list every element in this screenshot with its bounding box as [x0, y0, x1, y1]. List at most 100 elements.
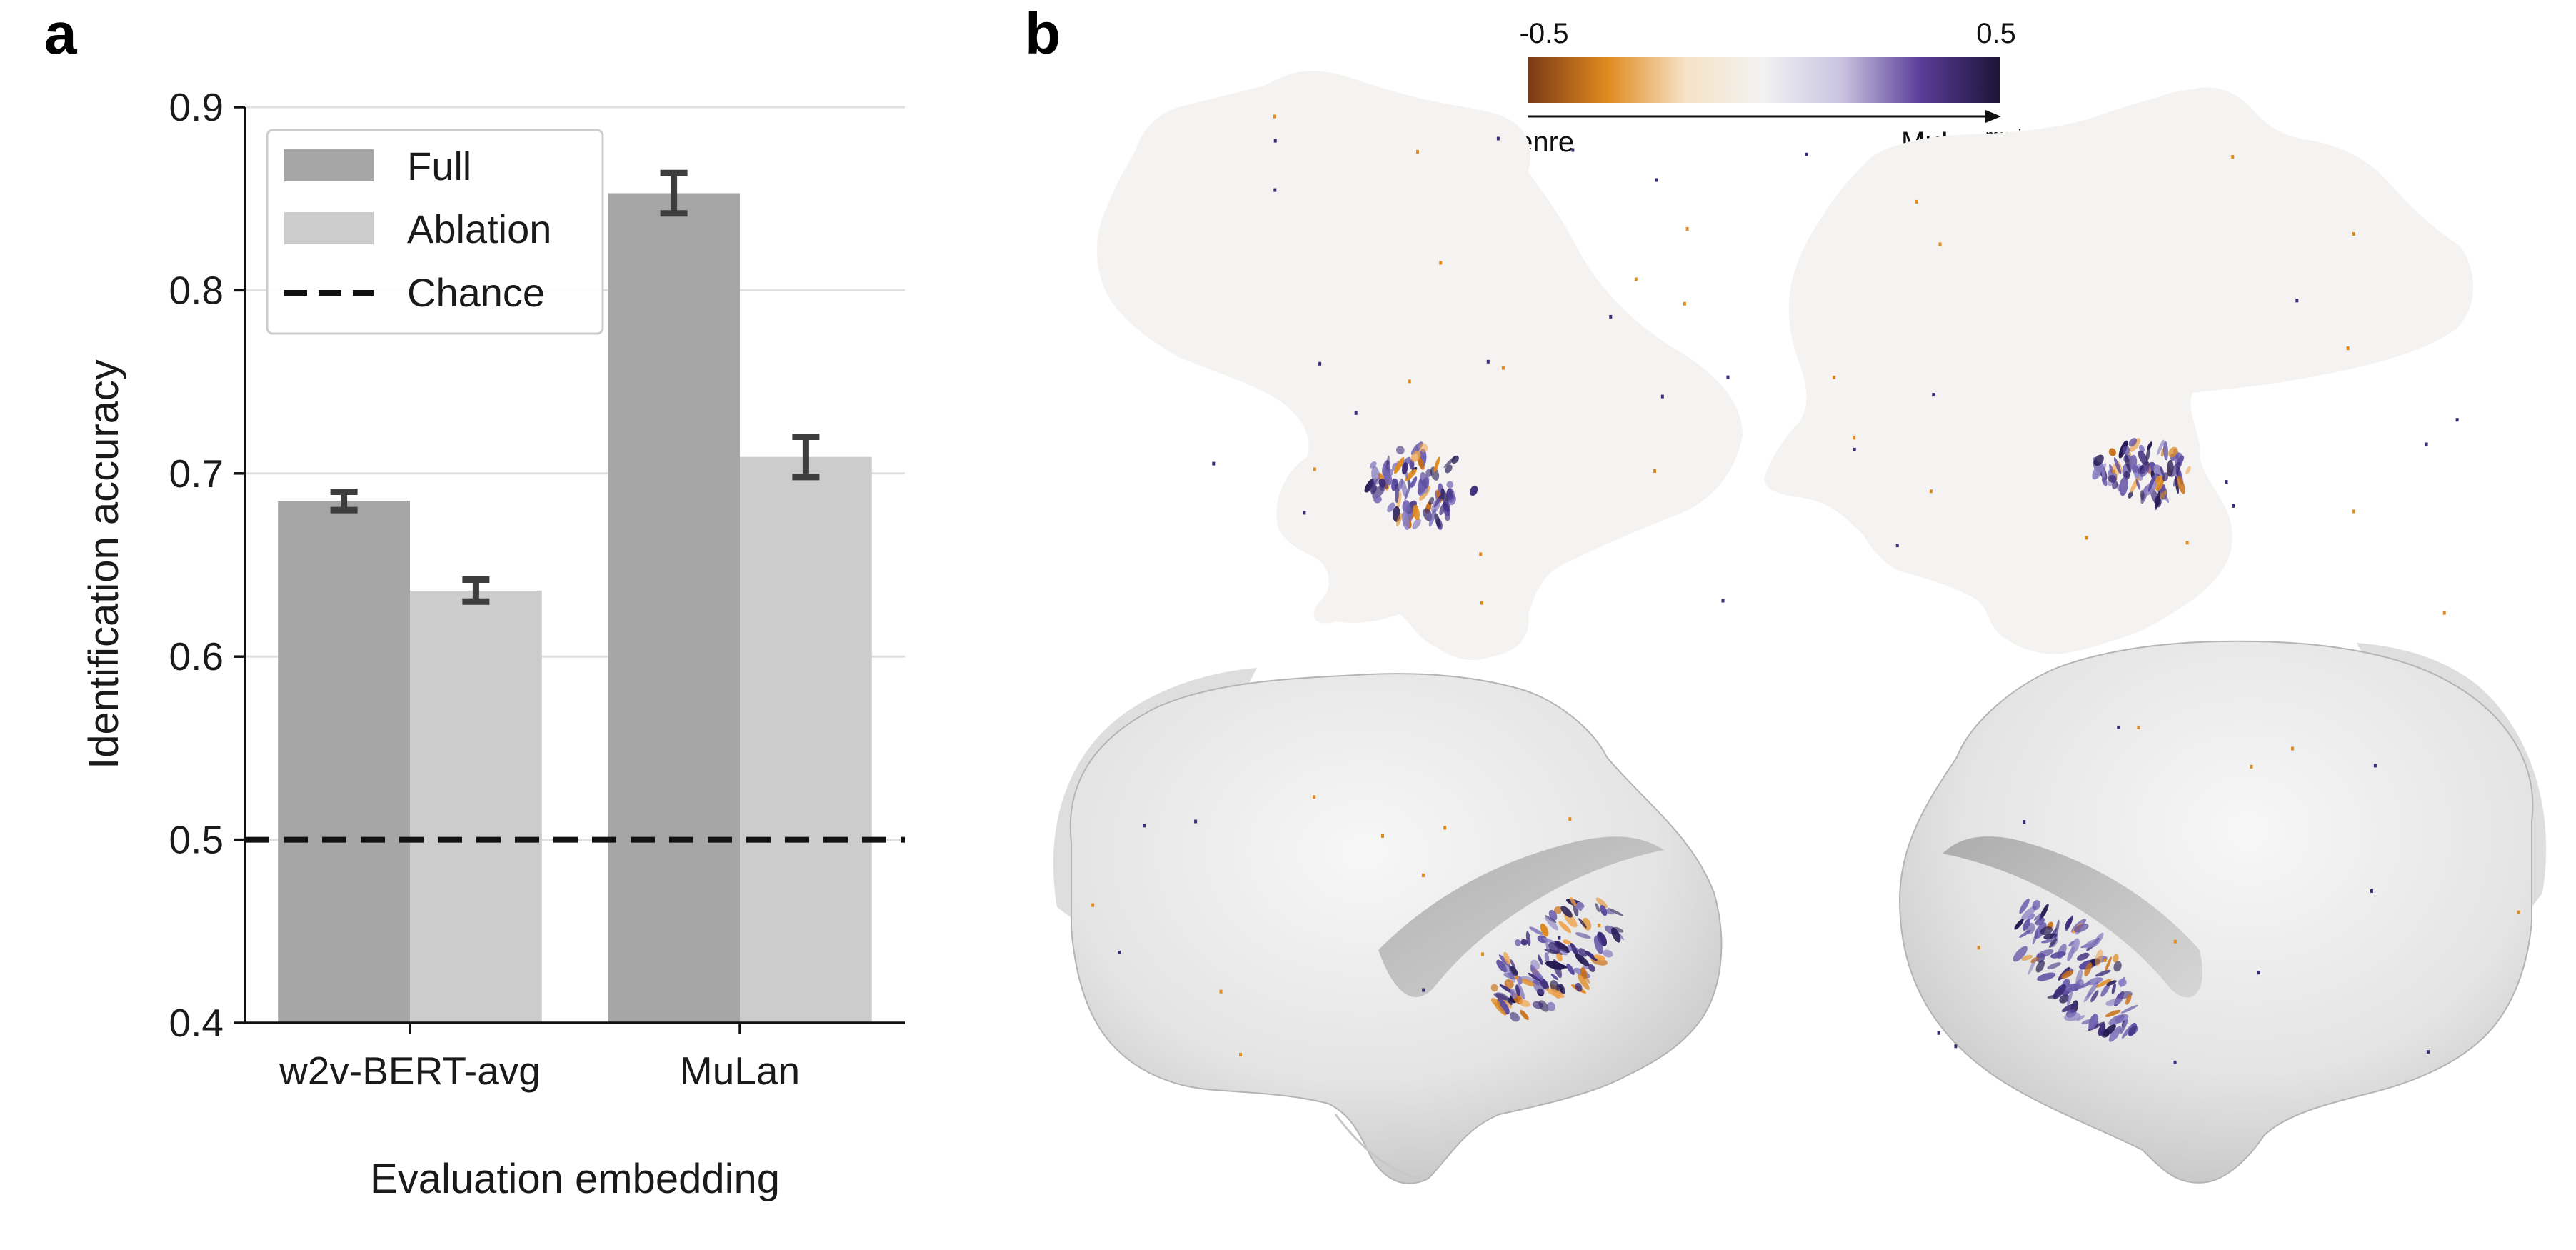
legend-swatch-ablation — [284, 212, 374, 244]
activation-spot — [2039, 904, 2049, 921]
activation-spot — [2426, 1050, 2430, 1054]
activation-spot — [1545, 961, 1565, 970]
activation-spot — [2092, 462, 2103, 480]
activation-spot — [2160, 466, 2165, 476]
activation-spot — [2140, 464, 2150, 477]
activation-spot — [2352, 232, 2355, 236]
activation-spot — [1520, 1009, 1529, 1021]
activation-spot — [2231, 155, 2235, 159]
activation-spot — [1575, 982, 1583, 992]
x-ticks: w2v-BERT-avg MuLan — [279, 1023, 800, 1093]
activation-spot — [1439, 261, 1443, 265]
right-inflated-hemisphere — [1898, 640, 2534, 1184]
activation-spot — [2128, 1026, 2138, 1036]
activation-spot — [2098, 1023, 2106, 1036]
activation-spot — [2291, 746, 2295, 751]
activation-spot — [2070, 938, 2080, 954]
activation-spot — [2090, 990, 2099, 1003]
left-temporal-pole-edge — [1334, 1114, 1422, 1180]
activation-spot — [2080, 981, 2091, 989]
activation-spot — [1853, 447, 1856, 451]
activation-spot — [2054, 919, 2060, 939]
activation-spot — [2173, 1060, 2177, 1064]
activation-spot — [2122, 1024, 2133, 1039]
activation-spot — [2145, 448, 2150, 461]
activation-spot — [1683, 301, 1686, 306]
activation-spot — [2035, 917, 2045, 926]
activation-spot — [2108, 448, 2116, 456]
activation-spot — [1560, 905, 1573, 918]
activation-spot — [1593, 954, 1606, 961]
activation-spot — [2154, 496, 2162, 508]
y-tick-label: 0.5 — [169, 818, 224, 862]
activation-spot — [2065, 917, 2073, 929]
activation-spot — [1273, 139, 1277, 143]
activation-spot — [1608, 908, 1624, 916]
bars — [278, 193, 872, 1023]
activation-spot — [1313, 795, 1316, 799]
left-inflated-hemisphere — [1069, 673, 1723, 1184]
error-bars — [330, 169, 820, 605]
activation-spot — [2119, 476, 2128, 496]
activation-spot — [2023, 820, 2026, 824]
activation-spot — [1428, 509, 1436, 527]
activation-spot — [2084, 962, 2093, 977]
activation-spot — [1685, 226, 1689, 231]
activation-spot — [2028, 957, 2037, 975]
activation-spot — [2185, 466, 2191, 475]
activation-spot — [1091, 903, 1095, 907]
activation-spot — [2048, 938, 2058, 948]
activation-spot — [1371, 466, 1380, 485]
activation-spot — [2257, 971, 2260, 975]
x-axis-label: Evaluation embedding — [370, 1156, 780, 1202]
activation-spot — [2118, 979, 2127, 986]
activation-spot — [1486, 359, 1490, 364]
activation-spot — [2124, 454, 2132, 473]
activation-spot — [1634, 277, 1638, 281]
activation-spot — [1273, 188, 1277, 192]
activation-spot — [2129, 454, 2138, 470]
y-tick-label: 0.8 — [169, 268, 224, 312]
activation-spot — [1451, 455, 1459, 464]
activation-spot — [1598, 924, 1601, 928]
left-sylvian-fissure — [1378, 836, 1664, 997]
activation-spot — [2037, 972, 2056, 981]
activation-spot — [1378, 478, 1386, 488]
activation-spot — [2050, 951, 2066, 959]
activation-spot — [1419, 443, 1428, 453]
activation-spot — [1416, 149, 1419, 154]
activation-spot — [2163, 441, 2168, 461]
activation-spot — [2035, 960, 2045, 973]
activation-spot — [1118, 950, 1121, 954]
bar-ablation-0 — [410, 590, 542, 1023]
activation-spot — [1354, 411, 1358, 415]
activation-spot — [1402, 462, 1408, 475]
activation-spot — [1853, 436, 1856, 440]
activation-spot — [2110, 1030, 2119, 1040]
activation-spot — [1805, 152, 1808, 156]
activation-spot — [2053, 984, 2066, 999]
activation-spot — [2370, 889, 2373, 893]
activation-spot — [1575, 901, 1585, 911]
activation-spots — [1091, 114, 2520, 1064]
activation-spot — [2026, 922, 2035, 934]
activation-spot — [1479, 552, 1483, 556]
activation-spot — [1412, 518, 1421, 529]
legend-label-full: Full — [407, 144, 471, 189]
activation-spot — [1490, 998, 1500, 1006]
activation-spot — [1490, 984, 1498, 992]
activation-spot — [1559, 984, 1565, 994]
activation-spot — [1481, 952, 1485, 956]
activation-spot — [2373, 764, 2377, 768]
activation-spot — [1400, 479, 1408, 499]
activation-spot — [1580, 967, 1588, 979]
activation-spot — [1571, 148, 1575, 152]
activation-spot — [1373, 496, 1382, 504]
activation-spot — [2086, 977, 2103, 986]
activation-spot — [1593, 935, 1603, 954]
activation-spot — [1833, 375, 1836, 379]
activation-spot — [1372, 484, 1385, 499]
y-tick-label: 0.6 — [169, 634, 224, 679]
activation-spot — [2250, 764, 2253, 769]
